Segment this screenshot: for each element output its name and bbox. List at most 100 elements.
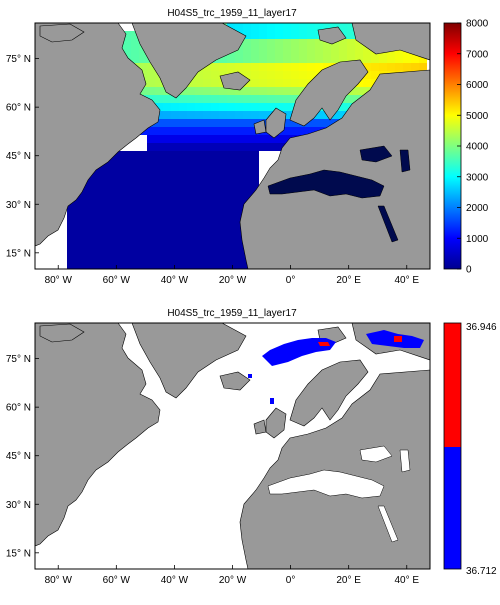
- tracer-cell: [211, 111, 219, 119]
- tracer-cell: [387, 63, 395, 71]
- lon-tick-label: 20° W: [219, 275, 247, 286]
- tracer-cell: [123, 231, 131, 239]
- tracer-cell: [251, 119, 259, 127]
- tracer-cell: [131, 175, 139, 183]
- bottom-colorbar-upper: [444, 323, 461, 447]
- tracer-cell: [139, 231, 147, 239]
- tracer-cell: [179, 135, 187, 143]
- tracer-cell: [155, 239, 163, 247]
- tracer-cell: [227, 207, 235, 215]
- tracer-cell: [139, 247, 147, 255]
- tracer-cell: [171, 199, 179, 207]
- tracer-cell: [179, 191, 187, 199]
- tracer-cell: [395, 47, 403, 55]
- tracer-cell: [171, 111, 179, 119]
- tracer-cell: [195, 207, 203, 215]
- tracer-cell: [403, 63, 411, 71]
- lon-tick-label: 60° W: [103, 575, 131, 586]
- lat-tick-label: 30° N: [6, 500, 31, 511]
- bottom-lon-axis: 80° W 60° W 40° W 20° W 0° 20° E 40° E: [45, 565, 419, 586]
- tracer-cell: [291, 31, 299, 39]
- tracer-cell: [83, 255, 91, 263]
- tracer-cell: [235, 111, 243, 119]
- tracer-cell: [187, 263, 195, 269]
- tracer-cell: [187, 183, 195, 191]
- tracer-cell: [227, 215, 235, 223]
- tracer-cell: [227, 223, 235, 231]
- tracer-cell: [123, 167, 131, 175]
- tracer-cell: [155, 135, 163, 143]
- tracer-cell: [187, 199, 195, 207]
- tracer-cell: [67, 263, 75, 269]
- tracer-cell: [243, 55, 251, 63]
- tracer-cell: [171, 103, 179, 111]
- tracer-cell: [179, 143, 187, 151]
- tracer-cell: [259, 95, 267, 103]
- tracer-cell: [131, 159, 139, 167]
- tracer-cell: [123, 199, 131, 207]
- tracer-cell: [363, 55, 371, 63]
- tracer-cell: [163, 191, 171, 199]
- tracer-cell: [195, 223, 203, 231]
- tracer-cell: [211, 119, 219, 127]
- tracer-cell: [139, 47, 147, 55]
- tracer-cell: [171, 231, 179, 239]
- tracer-cell: [251, 167, 259, 175]
- tracer-cell: [147, 135, 155, 143]
- tracer-cell: [155, 79, 163, 87]
- tracer-cell: [195, 183, 203, 191]
- lon-tick-label: 40° E: [394, 275, 419, 286]
- tracer-cell: [75, 231, 83, 239]
- tracer-cell: [219, 127, 227, 135]
- tracer-cell: [219, 183, 227, 191]
- tracer-cell: [219, 239, 227, 247]
- tracer-cell: [131, 47, 139, 55]
- tracer-cell: [251, 23, 259, 31]
- tracer-cell: [75, 263, 83, 269]
- tracer-cell: [123, 207, 131, 215]
- lon-tick-label: 80° W: [45, 275, 73, 286]
- tracer-cell: [171, 167, 179, 175]
- tracer-cell: [67, 207, 75, 215]
- tracer-cell: [251, 31, 259, 39]
- tracer-cell: [235, 127, 243, 135]
- tracer-cell: [171, 151, 179, 159]
- tracer-cell: [115, 191, 123, 199]
- lon-tick-label: 20° E: [336, 275, 361, 286]
- tracer-cell: [251, 103, 259, 111]
- tracer-cell: [83, 215, 91, 223]
- tracer-cell: [171, 127, 179, 135]
- tracer-cell: [267, 55, 275, 63]
- tracer-cell: [251, 87, 259, 95]
- tracer-cell: [315, 39, 323, 47]
- tracer-cell: [291, 23, 299, 31]
- tracer-cell: [99, 215, 107, 223]
- tracer-cell: [211, 207, 219, 215]
- tracer-cell: [235, 159, 243, 167]
- tracer-cell: [195, 199, 203, 207]
- tracer-cell: [131, 167, 139, 175]
- tracer-cell: [83, 183, 91, 191]
- tracer-cell: [363, 87, 371, 95]
- tracer-cell: [171, 215, 179, 223]
- tracer-cell: [163, 127, 171, 135]
- tracer-cell: [115, 239, 123, 247]
- tracer-cell: [259, 23, 267, 31]
- tracer-cell: [75, 207, 83, 215]
- tracer-cell: [187, 111, 195, 119]
- tracer-cell: [283, 95, 291, 103]
- tracer-cell: [243, 71, 251, 79]
- tracer-cell: [219, 55, 227, 63]
- tracer-cell: [339, 47, 347, 55]
- tracer-cell: [187, 239, 195, 247]
- tracer-cell: [307, 31, 315, 39]
- tracer-cell: [211, 183, 219, 191]
- tracer-cell: [155, 263, 163, 269]
- tracer-cell: [91, 223, 99, 231]
- lat-tick-label: 75° N: [6, 354, 31, 365]
- tracer-cell: [75, 239, 83, 247]
- tracer-cell: [323, 119, 331, 127]
- tracer-cell: [155, 191, 163, 199]
- tracer-cell: [91, 199, 99, 207]
- tracer-cell: [235, 119, 243, 127]
